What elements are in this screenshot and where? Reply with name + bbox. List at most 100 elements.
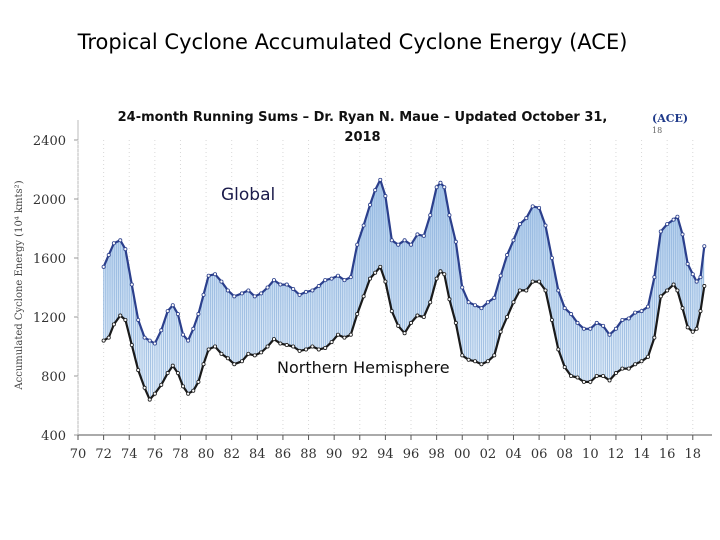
- nh-data-point: [201, 362, 206, 367]
- nh-data-point: [142, 385, 147, 390]
- global-data-point: [447, 213, 452, 218]
- global-data-point: [219, 279, 224, 284]
- nh-data-point: [702, 284, 707, 289]
- y-tick-label: 1600: [33, 252, 66, 267]
- global-data-point: [259, 291, 264, 296]
- nh-data-point: [181, 384, 186, 389]
- global-data-point: [607, 332, 612, 337]
- x-tick-label: 14: [633, 447, 650, 462]
- nh-data-point: [402, 331, 407, 336]
- nh-data-point: [389, 309, 394, 314]
- nh-data-point: [232, 362, 237, 367]
- nh-data-point: [336, 332, 341, 337]
- global-data-point: [136, 317, 141, 322]
- global-data-point: [685, 261, 690, 266]
- global-data-point: [601, 323, 606, 328]
- nh-data-point: [409, 320, 414, 325]
- global-data-point: [549, 255, 554, 260]
- nh-data-point: [123, 317, 128, 322]
- ace-band-hatch: [103, 182, 704, 399]
- global-data-point: [196, 312, 201, 317]
- nh-data-point: [698, 309, 703, 314]
- x-tick-label: 86: [275, 447, 292, 462]
- global-data-point: [409, 242, 414, 247]
- nh-data-point: [239, 359, 244, 364]
- global-data-point: [594, 320, 599, 325]
- x-tick-label: 78: [172, 447, 189, 462]
- x-tick-label: 88: [300, 447, 317, 462]
- global-data-point: [460, 285, 465, 290]
- global-data-point: [694, 279, 699, 284]
- nh-data-point: [355, 312, 360, 317]
- nh-data-point: [265, 344, 270, 349]
- nh-data-point: [147, 397, 152, 402]
- nh-data-point: [453, 320, 458, 325]
- nh-data-point: [685, 325, 690, 330]
- nh-data-point: [284, 343, 289, 348]
- nh-data-point: [159, 382, 164, 387]
- x-tick-label: 02: [480, 447, 497, 462]
- x-tick-label: 94: [377, 447, 394, 462]
- nh-data-point: [186, 391, 191, 396]
- global-data-point: [421, 233, 426, 238]
- global-data-point: [265, 285, 270, 290]
- x-tick-label: 12: [608, 447, 625, 462]
- nh-data-point: [383, 279, 388, 284]
- nh-data-point: [505, 314, 510, 319]
- nh-data-point: [196, 379, 201, 384]
- nh-data-point: [694, 326, 699, 331]
- nh-data-point: [460, 353, 465, 358]
- global-data-point: [690, 272, 695, 277]
- global-data-point: [181, 332, 186, 337]
- x-tick-label: 82: [223, 447, 240, 462]
- global-data-point: [316, 284, 321, 289]
- global-data-point: [658, 229, 663, 234]
- global-data-point: [225, 288, 230, 293]
- global-data-point: [702, 244, 707, 249]
- annotation-northern-hemisphere: Northern Hemisphere: [277, 358, 450, 377]
- nh-data-point: [511, 300, 516, 305]
- x-tick-label: 96: [403, 447, 420, 462]
- global-data-point: [252, 294, 257, 299]
- nh-data-point: [473, 359, 478, 364]
- nh-data-point: [329, 340, 334, 345]
- y-tick-label: 2000: [33, 193, 66, 208]
- nh-data-point: [323, 345, 328, 350]
- global-data-point: [639, 309, 644, 314]
- nh-data-point: [675, 288, 680, 293]
- global-data-point: [336, 273, 341, 278]
- nh-data-point: [524, 288, 529, 293]
- global-data-point: [698, 275, 703, 280]
- nh-data-point: [658, 294, 663, 299]
- nh-data-point: [415, 313, 420, 318]
- nh-data-point: [442, 272, 447, 277]
- global-data-point: [239, 291, 244, 296]
- nh-data-point: [575, 375, 580, 380]
- nh-data-point: [421, 314, 426, 319]
- nh-data-point: [175, 371, 180, 376]
- global-data-point: [310, 288, 315, 293]
- global-data-point: [246, 288, 251, 293]
- global-data-point: [517, 222, 522, 227]
- x-tick-label: 08: [556, 447, 573, 462]
- nh-data-point: [562, 365, 567, 370]
- global-data-point: [524, 216, 529, 221]
- nh-data-point: [206, 347, 211, 352]
- nh-data-point: [601, 373, 606, 378]
- nh-data-point: [246, 351, 251, 356]
- global-data-point: [453, 239, 458, 244]
- nh-data-point: [316, 347, 321, 352]
- nh-data-point: [213, 344, 218, 349]
- nh-data-point: [466, 357, 471, 362]
- global-data-point: [473, 303, 478, 308]
- nh-data-point: [645, 354, 650, 359]
- nh-data-point: [342, 335, 347, 340]
- nh-data-point: [652, 335, 657, 340]
- nh-data-point: [434, 276, 439, 281]
- global-data-point: [278, 282, 283, 287]
- global-data-point: [165, 309, 170, 314]
- nh-data-point: [530, 279, 535, 284]
- nh-data-point: [485, 359, 490, 364]
- nh-data-point: [165, 371, 170, 376]
- global-data-point: [581, 326, 586, 331]
